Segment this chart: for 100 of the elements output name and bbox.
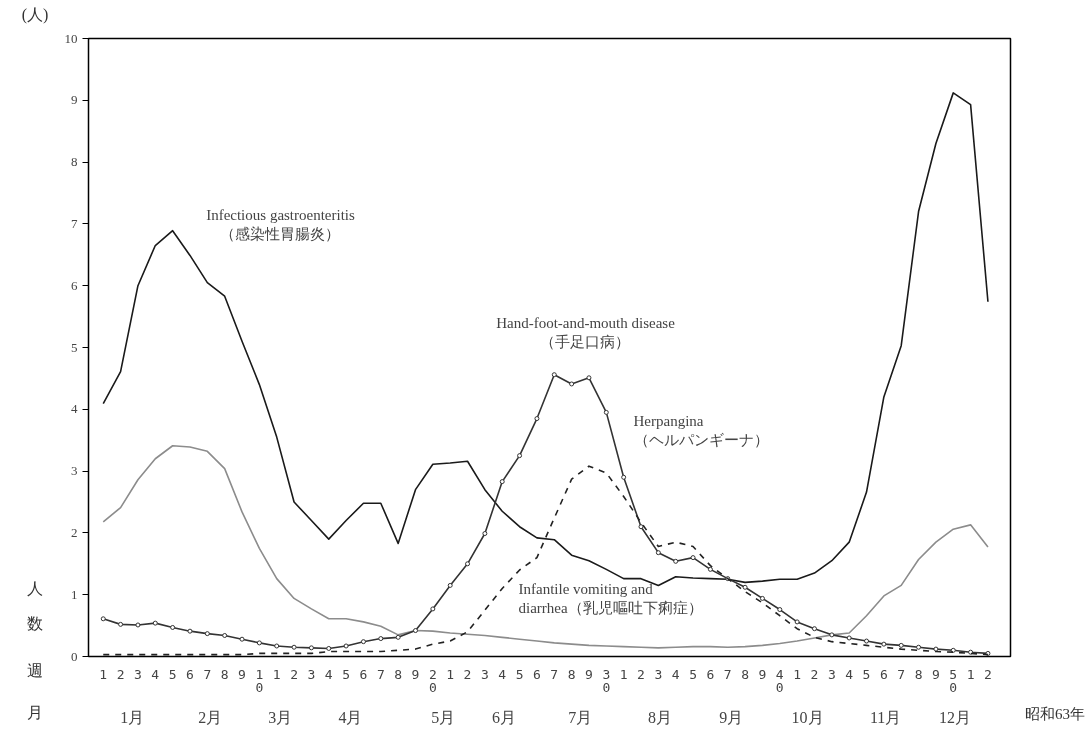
point [864, 638, 870, 644]
x-tick-label: 7 [723, 666, 732, 682]
text: 6月 [491, 708, 516, 726]
point [621, 474, 627, 480]
point [308, 645, 314, 651]
point [135, 622, 141, 628]
y-tick-label: 8 [71, 154, 78, 170]
point [707, 566, 713, 572]
point [239, 636, 245, 642]
x-tick-label: 1 [793, 666, 802, 682]
x-tick-label: 4 0 [775, 666, 784, 695]
x-tick-label: 6 [533, 666, 541, 682]
point [274, 643, 280, 649]
point [985, 650, 991, 656]
x-tick-label: 8 [567, 666, 576, 682]
x-tick-label: 1 [99, 666, 108, 682]
point [551, 372, 557, 378]
point [378, 636, 384, 642]
x-tick-label: 4 [498, 666, 507, 682]
y-tick-label: 6 [71, 277, 78, 293]
y-tick-label: 2 [71, 524, 78, 540]
point [638, 524, 644, 530]
point [430, 606, 436, 612]
point [846, 635, 852, 641]
text: 3月 [268, 708, 293, 726]
point [100, 616, 106, 622]
text: (人) [21, 5, 49, 26]
y-tick-label: 1 [71, 586, 78, 602]
x-tick-label: 3 [307, 666, 316, 682]
point [256, 640, 262, 646]
x-tick-label: 8 [914, 666, 923, 682]
point [412, 628, 418, 634]
annotation: Infantile vomiting and diarrhea（乳児嘔吐下痢症） [518, 580, 703, 616]
annotation: Herpangina （ヘルパンギーナ） [633, 412, 769, 448]
point [152, 620, 158, 626]
text: 5月 [431, 708, 456, 726]
point [326, 645, 332, 651]
annotation: Hand-foot-and-mouth disease （手足口病） [496, 314, 676, 350]
y-tick-label: 3 [71, 463, 78, 479]
point [447, 582, 453, 588]
point [898, 642, 904, 648]
x-tick-label: 5 [342, 666, 351, 682]
x-tick-label: 5 [168, 666, 177, 682]
point [465, 561, 471, 567]
point [968, 649, 974, 655]
text: 2月 [198, 708, 223, 726]
x-tick-label: 7 [897, 666, 906, 682]
y-tick-label: 0 [71, 648, 78, 664]
x-tick-label: 6 [706, 666, 715, 682]
x-tick-label: 6 [359, 666, 368, 682]
point [586, 375, 592, 381]
x-tick-label: 6 [186, 666, 194, 682]
text: 11月 [869, 708, 902, 726]
point [499, 479, 505, 485]
text: 4月 [338, 708, 363, 726]
x-tick-label: 1 [966, 666, 975, 682]
x-tick-label: 1 [446, 666, 455, 682]
x-tick-label: 6 [879, 666, 888, 682]
point [690, 555, 696, 561]
annotation: Infectious gastroenteritis （感染性胃腸炎） [206, 206, 356, 242]
y-tick-label: 5 [71, 339, 78, 355]
text: 昭和63年 [1025, 705, 1085, 724]
x-tick-label: 1 [272, 666, 281, 682]
x-tick-label: 7 [376, 666, 385, 682]
x-tick-label: 1 [619, 666, 628, 682]
x-tick-label: 5 [515, 666, 524, 682]
point [170, 624, 176, 630]
point [777, 607, 783, 613]
point [759, 595, 765, 601]
point [395, 634, 401, 640]
point [811, 626, 817, 632]
point [118, 621, 124, 627]
x-tick-label: 9 [411, 666, 420, 682]
x-tick-label: 5 0 [949, 666, 958, 695]
point [742, 584, 748, 590]
x-tick-label: 2 [463, 666, 472, 682]
point [360, 639, 366, 645]
point [291, 644, 297, 650]
point [343, 643, 349, 649]
x-tick-label: 2 [116, 666, 125, 682]
x-tick-label: 3 [134, 666, 142, 682]
text: 12月 [938, 708, 971, 726]
x-tick-label: 3 [654, 666, 663, 682]
x-tick-label: 3 [827, 666, 836, 682]
y-tick-label: 9 [71, 92, 78, 108]
x-tick-label: 1 0 [255, 666, 264, 695]
point [881, 641, 887, 647]
y-tick-label: 10 [64, 30, 78, 46]
point [950, 647, 956, 653]
x-tick-label: 9 [238, 666, 246, 682]
x-tick-label: 2 [637, 666, 645, 682]
text: 月 [27, 703, 43, 723]
x-tick-label: 3 [480, 666, 489, 682]
point [204, 631, 210, 637]
x-tick-label: 5 [689, 666, 697, 682]
x-tick-label: 9 [585, 666, 593, 682]
point [603, 409, 609, 415]
y-tick-label: 4 [71, 401, 78, 417]
text: 8月 [648, 708, 673, 726]
x-tick-label: 9 [931, 666, 940, 682]
